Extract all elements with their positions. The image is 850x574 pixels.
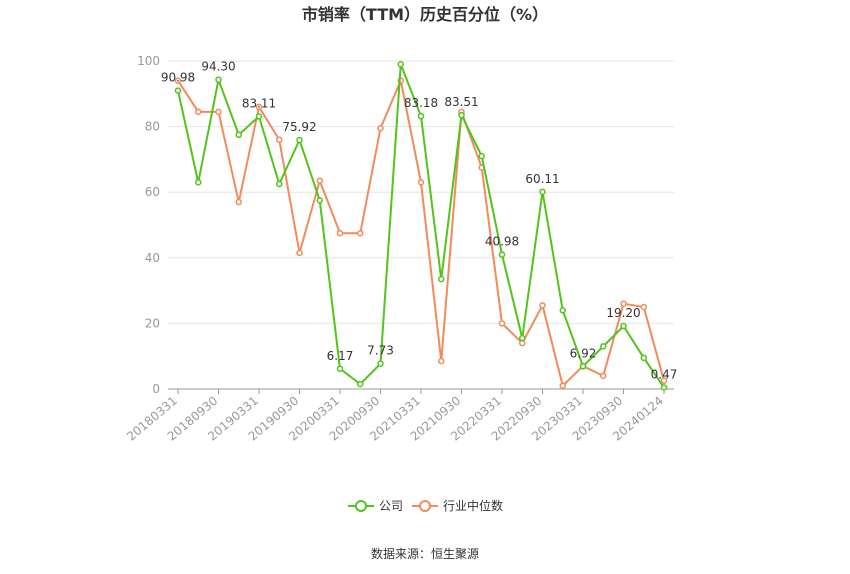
data-point[interactable]	[559, 307, 566, 314]
data-point[interactable]	[215, 76, 222, 83]
data-point[interactable]	[215, 108, 222, 116]
data-point[interactable]	[377, 124, 384, 132]
series-line-company	[177, 63, 665, 389]
data-point[interactable]	[579, 363, 587, 370]
data-point[interactable]	[235, 198, 242, 206]
data-point[interactable]	[276, 136, 283, 143]
data-point[interactable]	[498, 320, 506, 327]
y-tick-label: 40	[145, 251, 160, 265]
data-point[interactable]	[438, 357, 445, 365]
y-axis: 0 20 40 60 80 100	[137, 54, 160, 396]
data-point[interactable]	[296, 136, 303, 144]
y-tick-label: 0	[152, 382, 160, 396]
source-note: 数据来源：恒生聚源	[371, 546, 479, 561]
data-label: 0.47	[651, 367, 678, 381]
data-label: 60.11	[525, 172, 559, 186]
y-tick-label: 100	[137, 54, 160, 68]
data-point[interactable]	[316, 197, 323, 204]
y-tick-label: 60	[145, 185, 160, 199]
data-point[interactable]	[397, 61, 404, 68]
data-point[interactable]	[357, 229, 364, 237]
grid-lines	[168, 60, 674, 324]
data-point[interactable]	[519, 334, 526, 342]
data-label: 40.98	[485, 235, 519, 249]
data-point[interactable]	[195, 179, 202, 186]
data-point[interactable]	[640, 303, 647, 311]
data-label: 83.18	[404, 96, 438, 110]
data-point[interactable]	[316, 177, 323, 184]
data-point[interactable]	[417, 112, 425, 120]
data-point[interactable]	[336, 229, 344, 237]
data-point[interactable]	[559, 382, 566, 389]
data-point[interactable]	[539, 188, 546, 196]
data-point[interactable]	[235, 131, 242, 139]
legend-item-company[interactable]: 公司	[348, 499, 403, 513]
legend[interactable]: 公司 行业中位数	[348, 498, 503, 513]
data-label: 83.51	[444, 95, 478, 109]
x-axis: 2018033120180930201903312019093020200331…	[124, 388, 674, 444]
legend-marker-icon	[419, 500, 431, 512]
data-point[interactable]	[174, 77, 182, 84]
data-point[interactable]	[296, 249, 303, 257]
data-point[interactable]	[620, 322, 627, 330]
data-label: 6.17	[327, 349, 354, 363]
data-label: 6.92	[570, 346, 597, 360]
chart-title: 市销率（TTM）历史百分位（%）	[302, 5, 548, 24]
data-point[interactable]	[458, 111, 465, 119]
data-label: 90.98	[161, 71, 195, 85]
data-point[interactable]	[438, 275, 445, 283]
data-point[interactable]	[640, 354, 647, 362]
data-label: 94.30	[201, 60, 235, 74]
legend-item-industry-median[interactable]: 行业中位数	[412, 498, 503, 513]
data-labels: 90.98 94.30 83.11 75.92 6.17 7.73 83.18 83.51 40…	[161, 60, 678, 382]
data-point[interactable]	[195, 108, 202, 116]
data-point[interactable]	[660, 384, 668, 391]
data-point[interactable]	[539, 302, 546, 309]
data-label: 83.11	[242, 96, 276, 110]
legend-label: 行业中位数	[443, 498, 503, 513]
data-point[interactable]	[357, 380, 364, 388]
data-point[interactable]	[336, 365, 344, 373]
data-point[interactable]	[478, 152, 485, 160]
data-point[interactable]	[174, 87, 182, 94]
data-label: 19.20	[606, 306, 640, 320]
data-point[interactable]	[498, 251, 506, 258]
data-point[interactable]	[255, 103, 263, 111]
data-point[interactable]	[600, 372, 607, 380]
data-label: 7.73	[367, 344, 394, 358]
data-point[interactable]	[417, 179, 425, 186]
data-point[interactable]	[276, 180, 283, 188]
data-label: 75.92	[282, 120, 316, 134]
data-point[interactable]	[377, 360, 384, 367]
series-layer	[174, 61, 668, 391]
legend-label: 公司	[379, 499, 403, 513]
data-point[interactable]	[620, 300, 627, 307]
y-tick-label: 80	[145, 120, 160, 134]
data-point[interactable]	[255, 113, 263, 120]
data-point[interactable]	[660, 377, 668, 385]
legend-marker-icon	[355, 500, 367, 512]
y-tick-label: 20	[145, 316, 160, 330]
data-point[interactable]	[600, 343, 607, 350]
